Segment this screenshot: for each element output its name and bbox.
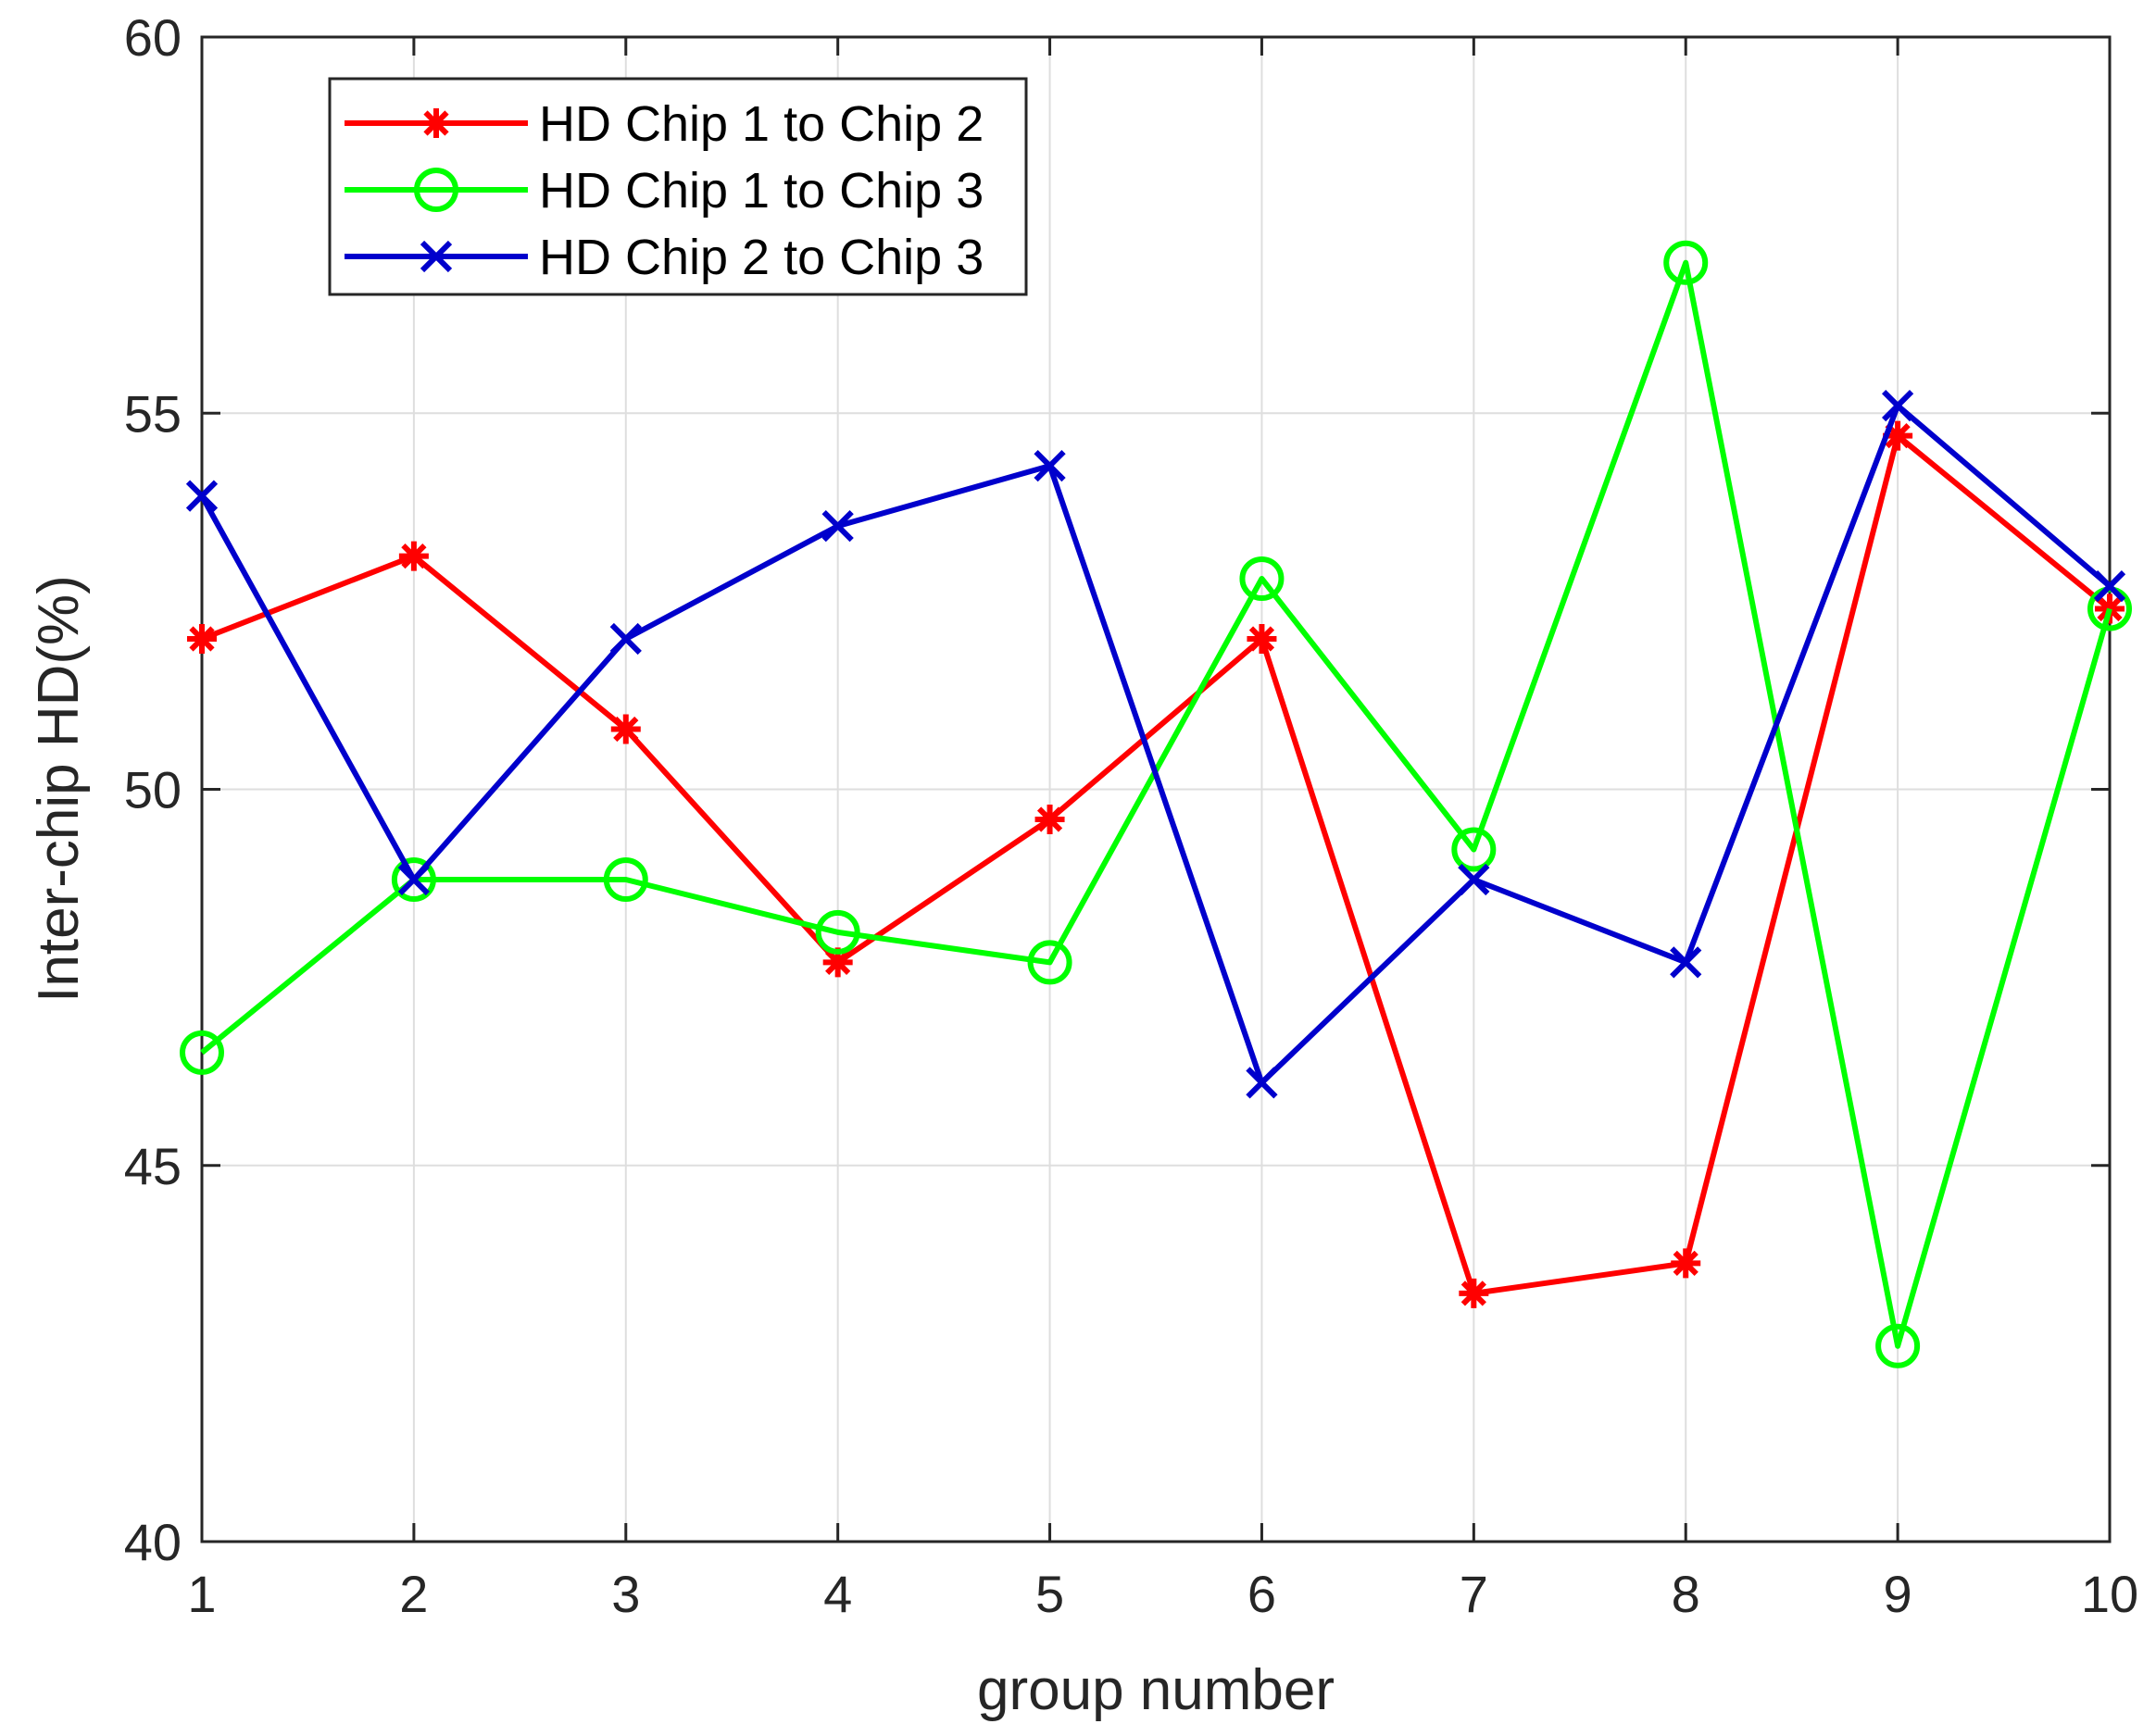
data-point-marker <box>391 857 436 902</box>
data-point-marker <box>185 480 219 512</box>
series-line <box>199 403 2112 1086</box>
data-point-marker <box>603 857 648 902</box>
data-point-marker <box>1881 390 1914 422</box>
legend-marker <box>420 240 453 273</box>
data-point-marker <box>398 541 429 571</box>
x-tick-label: 6 <box>1247 1565 1276 1623</box>
legend: HD Chip 1 to Chip 2 HD Chip 1 to Chip 3 HD… <box>328 77 1028 296</box>
data-point-marker <box>1670 946 1702 979</box>
data-point-marker <box>1875 1323 1921 1368</box>
y-tick-label: 50 <box>124 761 182 819</box>
x-tick-label: 3 <box>611 1565 640 1623</box>
y-tick-label: 40 <box>124 1513 182 1571</box>
x-tick-label: 2 <box>399 1565 428 1623</box>
data-point-marker <box>1451 827 1497 872</box>
y-tick-label: 55 <box>124 384 182 443</box>
x-tick-label: 8 <box>1672 1565 1700 1623</box>
legend-entry-label: HD Chip 2 to Chip 3 <box>539 230 984 285</box>
x-tick-label: 1 <box>187 1565 216 1623</box>
series-1 <box>187 420 2125 1308</box>
data-point-marker <box>397 863 431 896</box>
data-point-marker <box>1883 420 1913 451</box>
data-point-marker <box>180 1030 224 1075</box>
data-point-marker <box>609 622 642 656</box>
legend-entry-label: HD Chip 1 to Chip 2 <box>539 96 984 152</box>
series-line <box>200 432 2112 1296</box>
legend-marker <box>421 108 451 138</box>
data-point-marker <box>1458 863 1490 896</box>
x-tick-label: 10 <box>2081 1565 2138 1623</box>
data-point-marker <box>1459 1278 1489 1308</box>
data-point-marker <box>815 909 860 955</box>
data-point-marker <box>1239 556 1285 601</box>
x-tick-label: 7 <box>1460 1565 1488 1623</box>
data-point-marker <box>2093 570 2126 603</box>
series-3 <box>185 390 2126 1099</box>
x-tick-label: 9 <box>1884 1565 1912 1623</box>
y-tick-label: 60 <box>124 8 182 67</box>
legend-entry-label: HD Chip 1 to Chip 3 <box>539 163 984 219</box>
data-point-marker <box>1247 624 1277 654</box>
x-tick-label: 4 <box>823 1565 852 1623</box>
series-group <box>180 240 2132 1368</box>
y-tick-label: 45 <box>124 1137 182 1195</box>
data-point-marker <box>1246 1067 1278 1099</box>
data-point-marker <box>1671 1248 1701 1279</box>
data-point-marker <box>1034 805 1065 834</box>
data-point-marker <box>821 510 854 543</box>
legend-marker <box>414 168 458 212</box>
y-axis-label: Inter-chip HD(%) <box>27 575 91 1003</box>
data-point-marker <box>822 947 853 978</box>
data-point-marker <box>1034 450 1066 482</box>
data-point-marker <box>1027 940 1072 985</box>
data-point-marker <box>610 714 641 744</box>
x-tick-label: 5 <box>1035 1565 1064 1623</box>
data-point-marker <box>1663 240 1709 285</box>
x-axis-label: group number <box>977 1658 1335 1722</box>
data-point-marker <box>187 624 217 654</box>
